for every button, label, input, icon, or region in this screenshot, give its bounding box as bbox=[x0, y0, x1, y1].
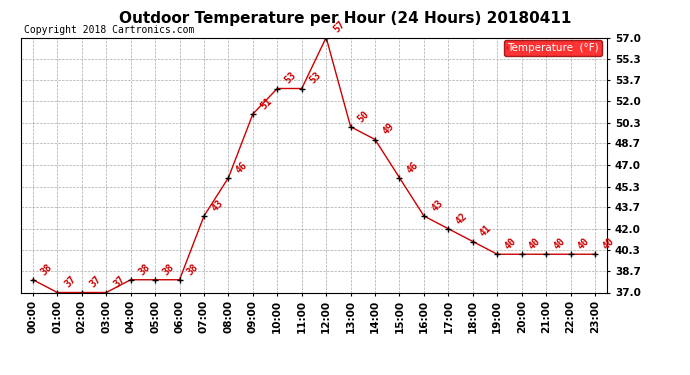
Text: 57: 57 bbox=[332, 20, 347, 35]
Text: 40: 40 bbox=[527, 236, 542, 252]
Text: 53: 53 bbox=[307, 70, 323, 86]
Text: 49: 49 bbox=[381, 122, 396, 137]
Text: 46: 46 bbox=[234, 160, 249, 175]
Text: 43: 43 bbox=[429, 198, 445, 213]
Text: 37: 37 bbox=[63, 274, 78, 290]
Legend: Temperature  (°F): Temperature (°F) bbox=[504, 40, 602, 56]
Text: 50: 50 bbox=[356, 109, 371, 124]
Text: 41: 41 bbox=[478, 224, 494, 239]
Text: 42: 42 bbox=[454, 211, 469, 226]
Text: Outdoor Temperature per Hour (24 Hours) 20180411: Outdoor Temperature per Hour (24 Hours) … bbox=[119, 11, 571, 26]
Text: 38: 38 bbox=[39, 262, 54, 277]
Text: 51: 51 bbox=[259, 96, 274, 111]
Text: Copyright 2018 Cartronics.com: Copyright 2018 Cartronics.com bbox=[23, 25, 194, 35]
Text: 40: 40 bbox=[552, 236, 567, 252]
Text: 46: 46 bbox=[405, 160, 420, 175]
Text: 38: 38 bbox=[161, 262, 176, 277]
Text: 37: 37 bbox=[112, 274, 127, 290]
Text: 37: 37 bbox=[88, 274, 103, 290]
Text: 40: 40 bbox=[576, 236, 591, 252]
Text: 43: 43 bbox=[210, 198, 225, 213]
Text: 40: 40 bbox=[600, 236, 616, 252]
Text: 40: 40 bbox=[503, 236, 518, 252]
Text: 38: 38 bbox=[136, 262, 152, 277]
Text: 53: 53 bbox=[283, 70, 298, 86]
Text: 38: 38 bbox=[185, 262, 201, 277]
